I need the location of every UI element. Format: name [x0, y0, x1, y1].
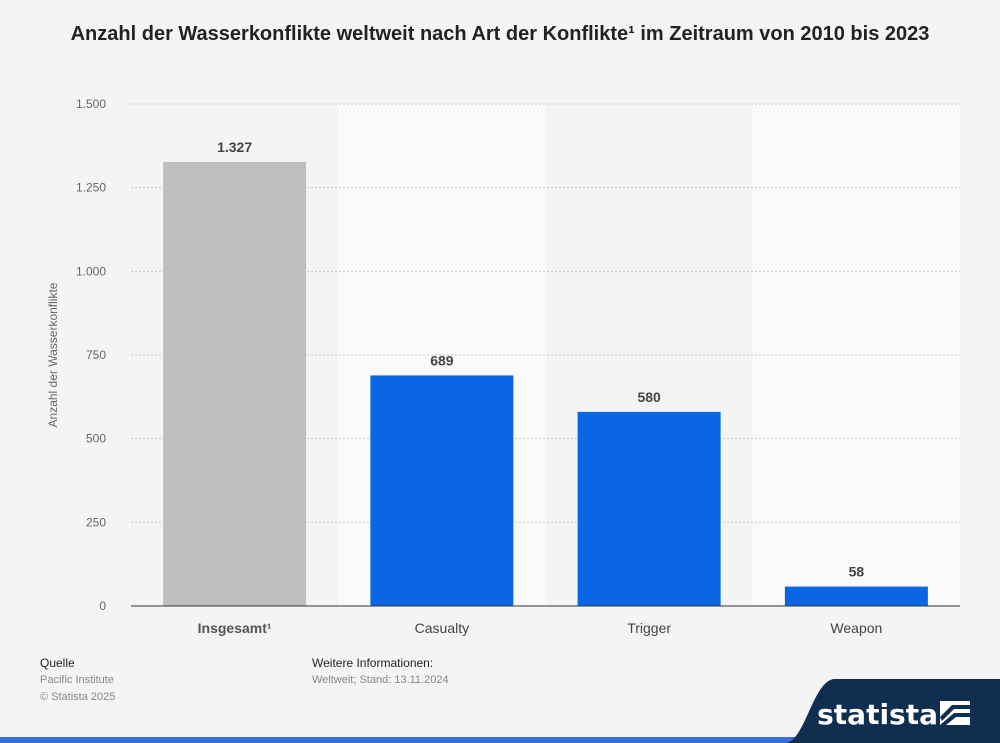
value-labels: 1.327 689 580 58 [217, 139, 864, 580]
value-label: 689 [430, 352, 454, 368]
y-axis-ticks: 0 250 500 750 1.000 1.250 1.500 [76, 97, 106, 613]
y-tick-label: 250 [86, 515, 106, 529]
source-name[interactable]: Pacific Institute [40, 674, 114, 686]
y-axis-label: Anzahl der Wasserkonflikte [46, 282, 60, 427]
bar[interactable] [784, 586, 928, 606]
bar[interactable] [577, 411, 721, 606]
y-tick-label: 1.250 [76, 181, 106, 195]
bars [163, 161, 928, 606]
y-tick-label: 750 [86, 348, 106, 362]
copyright: © Statista 2025 [40, 691, 116, 703]
statista-logo-icon [940, 701, 970, 725]
y-tick-label: 0 [99, 599, 106, 613]
value-label: 58 [849, 564, 865, 580]
value-label: 1.327 [217, 139, 252, 155]
info-text: Weltweit; Stand: 13.11.2024 [312, 674, 449, 686]
source-heading: Quelle [40, 656, 75, 670]
chart-title: Anzahl der Wasserkonflikte weltweit nach… [70, 23, 930, 45]
x-tick-label: Insgesamt¹ [198, 620, 272, 636]
x-tick-label: Weapon [830, 620, 882, 636]
y-tick-label: 500 [86, 432, 106, 446]
brand-name: statista [817, 698, 938, 731]
x-tick-label: Casualty [415, 620, 469, 636]
y-tick-label: 1.500 [76, 97, 106, 111]
info-block: Weitere Informationen: Weltweit; Stand: … [312, 655, 449, 689]
source-block: Quelle Pacific Institute © Statista 2025 [40, 655, 115, 706]
brand-badge[interactable] [785, 679, 1000, 743]
footer-band [0, 737, 1000, 743]
bar[interactable] [163, 161, 307, 606]
y-tick-label: 1.000 [76, 264, 106, 278]
value-label: 580 [637, 389, 661, 405]
info-heading: Weitere Informationen: [312, 656, 434, 670]
x-tick-label: Trigger [627, 620, 671, 636]
bar[interactable] [370, 375, 514, 606]
x-axis-labels: Insgesamt¹ Casualty Trigger Weapon [198, 620, 883, 636]
